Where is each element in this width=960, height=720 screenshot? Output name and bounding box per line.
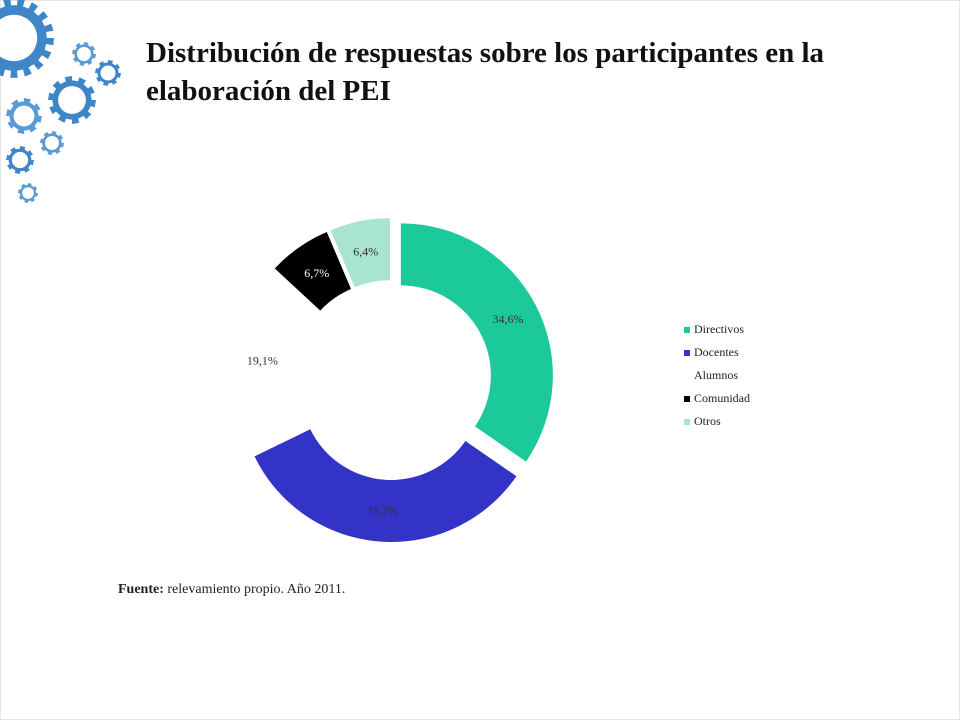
slice-docentes	[254, 429, 517, 542]
slice-alumnos	[230, 275, 317, 445]
legend-item-alumnos: Alumnos	[684, 364, 750, 387]
legend-label: Alumnos	[694, 368, 739, 382]
legend-label: Docentes	[694, 345, 739, 359]
legend-swatch	[684, 326, 690, 333]
legend-label: Otros	[694, 414, 721, 428]
legend-swatch	[684, 395, 690, 402]
legend-item-comunidad: Comunidad	[684, 387, 750, 410]
slice-otros	[330, 218, 391, 288]
slice-comunidad	[274, 231, 352, 311]
slice-label-directivos: 34,6%	[493, 312, 524, 326]
slice-label-comunidad: 6,7%	[304, 266, 329, 280]
chart-legend: Directivos Docentes Alumnos Comunidad Otros	[684, 318, 750, 433]
legend-label: Comunidad	[694, 391, 750, 405]
slice-label-alumnos: 19,1%	[247, 354, 278, 368]
slice-label-otros: 6,4%	[353, 245, 378, 259]
source-text: relevamiento propio. Año 2011.	[167, 582, 346, 597]
legend-item-directivos: Directivos	[684, 318, 750, 341]
legend-item-docentes: Docentes	[684, 341, 750, 364]
legend-item-otros: Otros	[684, 410, 750, 433]
legend-swatch	[684, 349, 690, 356]
slice-label-docentes: 33,2%	[367, 504, 398, 518]
gears-icon	[0, 0, 121, 203]
legend-swatch	[684, 372, 690, 379]
slice-directivos	[400, 223, 553, 462]
legend-swatch	[684, 418, 690, 425]
source-label: Fuente:	[118, 582, 164, 597]
slide-title: Distribución de respuestas sobre los par…	[146, 37, 825, 107]
source-note: Fuente: relevamiento propio. Año 2011.	[118, 582, 345, 598]
legend-label: Directivos	[694, 322, 744, 336]
